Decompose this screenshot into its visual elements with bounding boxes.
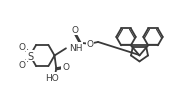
- Text: O: O: [19, 42, 26, 51]
- Text: S: S: [27, 51, 33, 61]
- Text: O: O: [86, 40, 94, 49]
- Text: O: O: [62, 63, 69, 72]
- Text: O: O: [19, 61, 26, 70]
- Text: HO: HO: [45, 73, 59, 82]
- Text: O: O: [71, 26, 78, 35]
- Text: NH: NH: [69, 43, 82, 52]
